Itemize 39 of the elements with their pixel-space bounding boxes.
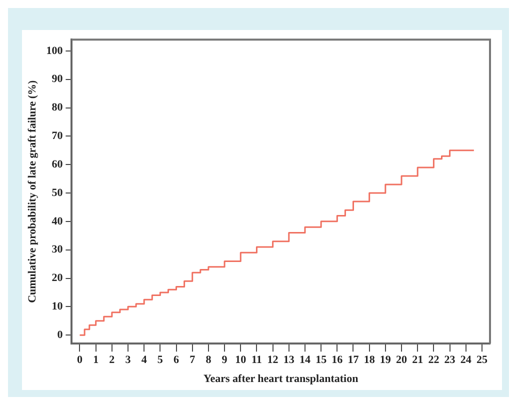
- y-tick-label: 30: [52, 244, 64, 256]
- x-tick-label: 22: [428, 354, 440, 366]
- y-tick-label: 20: [52, 272, 64, 284]
- y-tick-label: 80: [52, 102, 64, 114]
- x-tick-label: 9: [222, 354, 228, 366]
- x-tick-label: 25: [476, 354, 488, 366]
- y-tick-label: 0: [57, 328, 64, 341]
- x-tick-label: 11: [252, 354, 262, 366]
- x-tick-label: 19: [380, 354, 392, 366]
- x-tick-label: 5: [157, 354, 164, 366]
- x-tick-label: 10: [235, 354, 247, 366]
- y-tick-label: 100: [46, 44, 64, 57]
- y-tick-label: 40: [52, 215, 64, 228]
- x-tick-label: 21: [412, 354, 424, 366]
- x-tick-label: 20: [396, 354, 408, 366]
- x-tick-label: 7: [190, 354, 196, 366]
- x-tick-label: 8: [206, 354, 212, 366]
- x-tick-label: 16: [332, 354, 344, 366]
- x-tick-label: 23: [444, 354, 456, 366]
- x-tick-label: 18: [364, 354, 376, 366]
- x-axis-title: Years after heart transplantation: [204, 373, 358, 386]
- y-tick-label: 60: [52, 158, 64, 170]
- x-tick-label: 13: [283, 354, 295, 366]
- x-tick-label: 1: [93, 354, 99, 366]
- y-tick-label: 10: [52, 300, 64, 313]
- x-tick-label: 12: [267, 354, 279, 366]
- x-tick-label: 2: [109, 354, 116, 366]
- x-tick-label: 4: [141, 354, 148, 366]
- y-tick-label: 50: [52, 186, 64, 199]
- y-tick-label: 70: [52, 130, 64, 142]
- x-tick-label: 0: [76, 354, 83, 366]
- x-tick-label: 6: [174, 354, 180, 366]
- x-tick-label: 24: [460, 354, 472, 366]
- y-axis-title: Cumulative probability of late graft failure (%): [26, 80, 38, 303]
- x-tick-label: 17: [348, 354, 360, 366]
- x-tick-label: 15: [316, 354, 328, 366]
- y-tick-label: 90: [52, 73, 64, 86]
- x-tick-label: 3: [125, 354, 132, 366]
- x-tick-label: 14: [299, 354, 311, 366]
